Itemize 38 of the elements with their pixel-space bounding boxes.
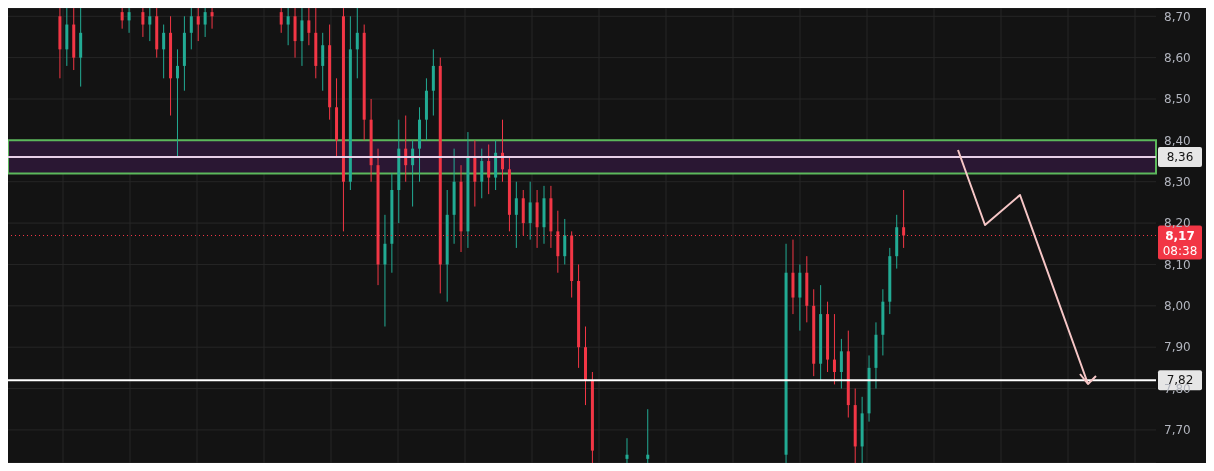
y-tick-label: 8,40 <box>1164 133 1191 148</box>
ref-line-label: 8,17 <box>1165 228 1195 243</box>
candlestick <box>514 181 518 249</box>
candlestick <box>279 8 283 34</box>
candlestick <box>300 8 304 67</box>
y-tick-label: 7,70 <box>1164 423 1191 438</box>
candlestick <box>210 8 214 30</box>
candlestick <box>120 8 124 30</box>
candlestick <box>162 24 166 79</box>
candlestick <box>307 8 311 46</box>
candlestick <box>141 8 145 38</box>
candlestick <box>839 338 843 390</box>
candlestick <box>383 214 387 327</box>
y-tick-label: 8,30 <box>1164 174 1191 189</box>
candlestick <box>625 437 629 463</box>
y-tick-label: 8,60 <box>1164 50 1191 65</box>
text: 08:38 <box>1162 243 1198 258</box>
candlestick <box>487 144 491 195</box>
candlestick <box>321 32 325 92</box>
candlestick <box>189 8 193 50</box>
candlestick <box>646 408 650 463</box>
candlestick <box>196 8 200 42</box>
y-tick-label: 8,50 <box>1164 92 1191 107</box>
candlestick <box>203 8 207 38</box>
candlestick <box>286 8 290 46</box>
candlestick <box>148 8 152 42</box>
y-tick-label: 8,70 <box>1164 9 1191 24</box>
candlestick <box>355 8 359 79</box>
ref-line-label: 8,36 <box>1166 149 1194 164</box>
y-tick-label: 8,10 <box>1164 257 1191 272</box>
candlestick <box>175 48 179 158</box>
y-tick-label: 8,00 <box>1164 299 1191 314</box>
candlestick <box>480 148 484 199</box>
y-tick-label: 7,90 <box>1164 340 1191 355</box>
candlestick <box>127 8 131 34</box>
candlestick <box>832 313 836 385</box>
candlestick <box>563 218 567 265</box>
candlestick <box>528 181 532 241</box>
